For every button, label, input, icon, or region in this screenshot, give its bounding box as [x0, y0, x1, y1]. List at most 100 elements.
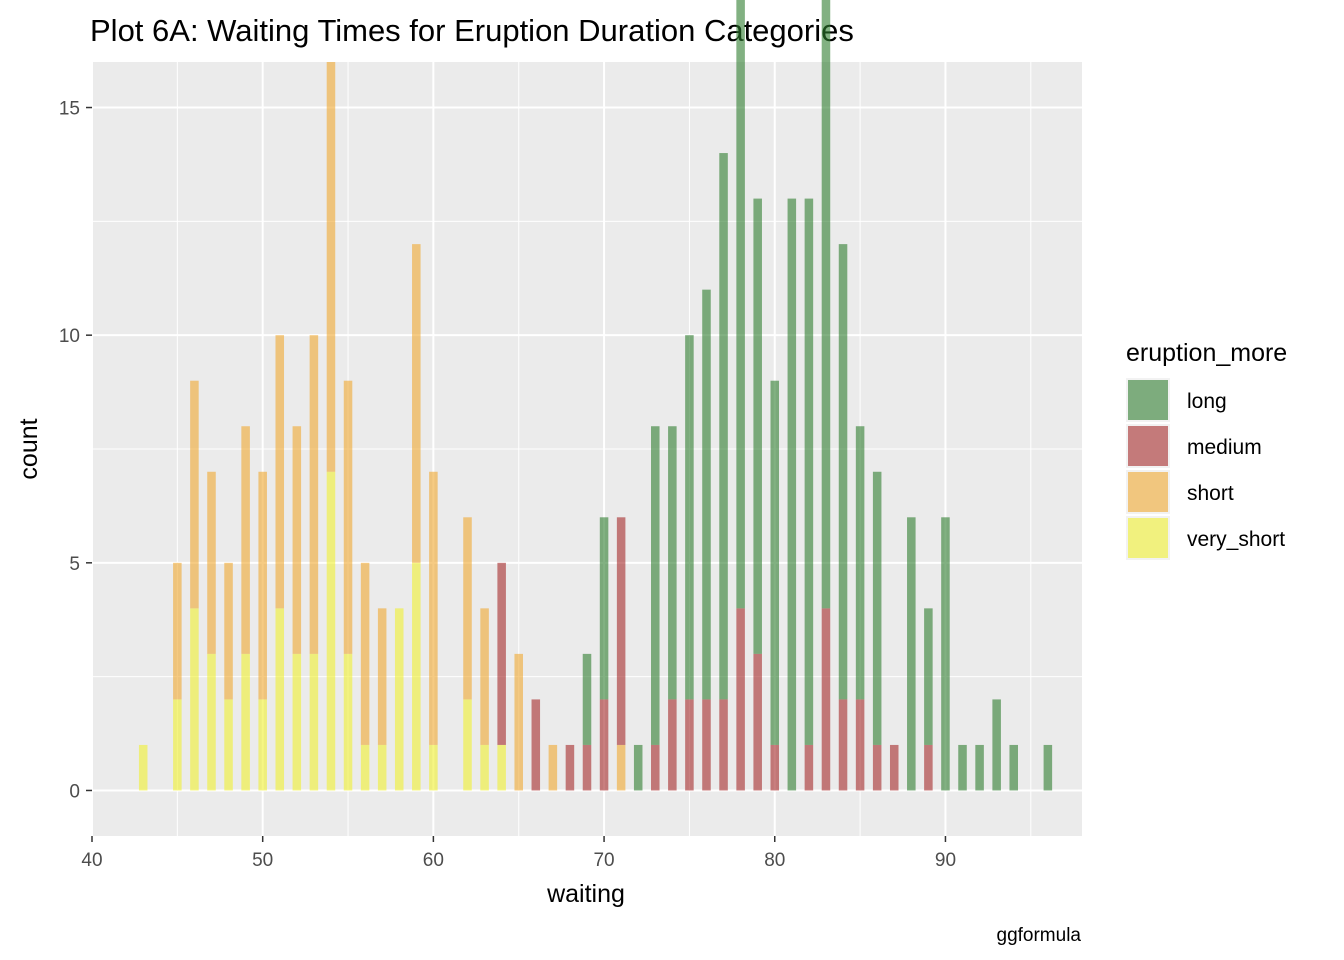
bar-medium-78 [736, 608, 745, 791]
bar-long-93 [992, 699, 1001, 791]
bar-short-47 [207, 471, 216, 654]
bar-very_short-55 [343, 653, 353, 791]
legend-swatch-very_short [1128, 518, 1168, 558]
y-tick-label: 15 [59, 99, 80, 120]
bar-long-74 [668, 426, 677, 700]
bar-short-65 [514, 653, 523, 791]
bar-long-85 [855, 426, 865, 700]
bar-long-96 [1043, 744, 1053, 791]
y-tick-label: 10 [59, 326, 80, 347]
bar-long-72 [633, 744, 643, 791]
bar-long-90 [941, 517, 950, 791]
bar-short-63 [480, 608, 489, 745]
bar-very_short-52 [292, 653, 302, 791]
bar-very_short-57 [377, 744, 387, 791]
bar-medium-84 [838, 699, 848, 791]
bar-short-55 [343, 380, 353, 654]
legend-title: eruption_more [1126, 339, 1287, 367]
chart-title: Plot 6A: Waiting Times for Eruption Dura… [90, 13, 854, 48]
bar-long-81 [787, 198, 797, 791]
bar-short-46 [190, 380, 199, 609]
legend: long medium short very_short [1126, 378, 1285, 560]
bars [138, 0, 1053, 791]
x-tick-label: 40 [81, 850, 102, 871]
x-axis: 40 50 60 70 80 90 [81, 836, 956, 871]
bar-short-49 [241, 426, 250, 654]
bar-very_short-62 [463, 699, 472, 791]
bar-long-89 [924, 608, 933, 745]
bar-long-80 [770, 380, 780, 745]
bar-medium-74 [668, 699, 677, 791]
bar-very_short-45 [173, 699, 182, 791]
bar-medium-76 [702, 699, 711, 791]
bar-very_short-47 [207, 653, 216, 791]
bar-very_short-64 [497, 744, 506, 791]
bar-long-94 [1009, 744, 1018, 791]
bar-short-59 [412, 244, 421, 563]
bar-medium-73 [651, 744, 660, 791]
bar-long-91 [958, 744, 967, 791]
bar-medium-89 [924, 744, 933, 791]
bar-long-92 [975, 744, 984, 791]
x-tick-label: 60 [423, 850, 444, 871]
legend-swatch-long [1128, 380, 1168, 420]
bar-medium-68 [565, 744, 575, 791]
legend-label-short: short [1187, 482, 1234, 505]
y-tick-label: 5 [69, 554, 80, 575]
bar-long-73 [651, 426, 660, 745]
bar-very_short-43 [138, 744, 148, 791]
bar-short-54 [326, 62, 336, 472]
x-tick-label: 70 [593, 850, 614, 871]
bar-long-76 [702, 289, 711, 700]
bar-medium-83 [821, 608, 831, 791]
bar-medium-87 [889, 744, 899, 791]
bar-long-69 [582, 653, 592, 745]
bar-medium-79 [753, 653, 762, 791]
y-axis: 0 5 10 15 [59, 99, 92, 802]
bar-very_short-54 [326, 471, 336, 791]
bar-short-67 [548, 744, 558, 791]
bar-medium-64 [497, 562, 506, 745]
bar-very_short-56 [360, 744, 370, 791]
bar-very_short-49 [241, 653, 250, 791]
caption: ggformula [997, 925, 1082, 946]
bar-short-50 [258, 471, 267, 700]
bar-long-75 [685, 335, 694, 700]
bar-medium-80 [770, 744, 780, 791]
bar-medium-70 [599, 699, 609, 791]
bar-short-56 [360, 562, 370, 745]
bar-long-77 [719, 153, 728, 700]
legend-swatch-medium [1128, 426, 1168, 466]
bar-short-52 [292, 426, 302, 654]
bar-very_short-50 [258, 699, 267, 791]
legend-swatch-short [1128, 472, 1168, 512]
bar-very_short-59 [412, 562, 421, 791]
x-tick-label: 90 [935, 850, 956, 871]
bar-short-62 [463, 517, 472, 700]
bar-medium-69 [582, 744, 592, 791]
bar-short-45 [173, 562, 182, 700]
bar-long-84 [838, 244, 848, 700]
bar-long-82 [804, 198, 814, 745]
bar-long-70 [599, 517, 609, 700]
x-axis-title: waiting [546, 880, 625, 908]
bar-short-48 [224, 562, 233, 700]
bar-medium-77 [719, 699, 728, 791]
bar-very_short-53 [309, 653, 319, 791]
bar-medium-71 [616, 517, 626, 745]
y-axis-title: count [15, 418, 43, 479]
x-tick-label: 50 [252, 850, 273, 871]
bar-very_short-63 [480, 744, 489, 791]
y-tick-label: 0 [69, 781, 80, 802]
bar-medium-86 [872, 744, 882, 791]
bar-long-83 [821, 0, 831, 609]
bar-medium-85 [855, 699, 865, 791]
bar-short-51 [275, 335, 285, 609]
legend-label-long: long [1187, 390, 1227, 413]
legend-label-very_short: very_short [1187, 528, 1285, 551]
bar-medium-82 [804, 744, 814, 791]
bar-medium-66 [531, 699, 541, 791]
bar-short-53 [309, 335, 319, 654]
bar-long-86 [872, 471, 882, 745]
